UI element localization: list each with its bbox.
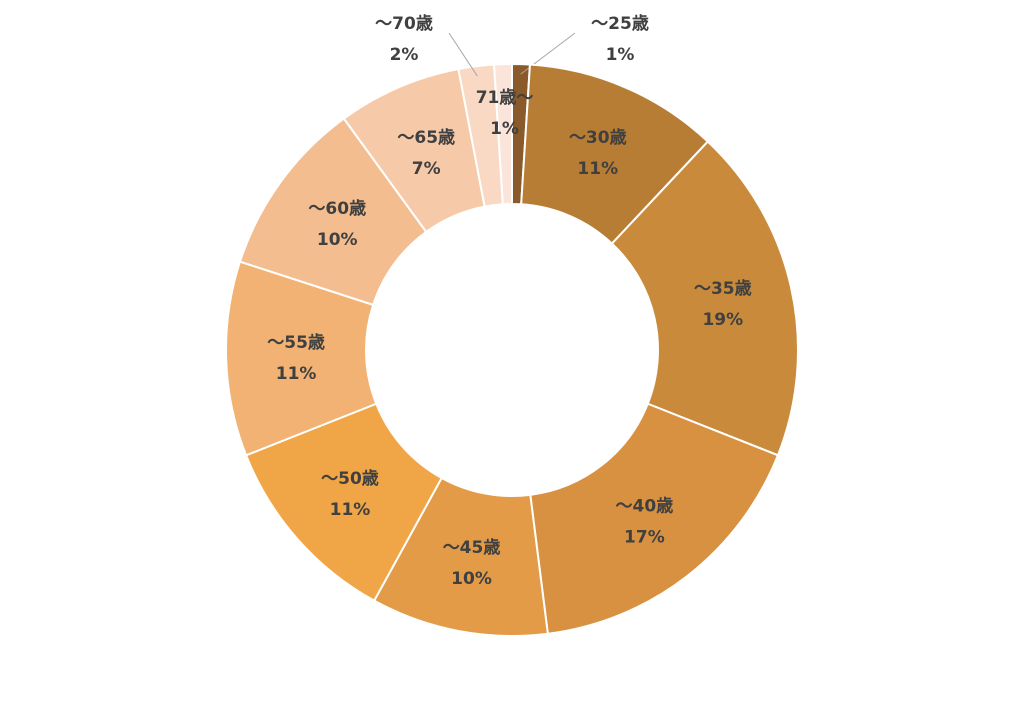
value-label: 10% bbox=[451, 569, 492, 589]
slice-label: ～35歳 bbox=[694, 278, 752, 299]
slice-label: ～70歳 bbox=[375, 13, 433, 34]
value-label: 11% bbox=[577, 159, 618, 179]
value-label: 11% bbox=[330, 500, 371, 520]
slice-label: ～45歳 bbox=[443, 537, 501, 558]
value-label: 17% bbox=[624, 528, 665, 548]
leader-line bbox=[448, 32, 478, 77]
slice-label: ～40歳 bbox=[616, 496, 674, 517]
value-label: 10% bbox=[317, 230, 358, 250]
value-label: 2% bbox=[390, 45, 419, 65]
slice-label: ～30歳 bbox=[569, 127, 627, 148]
slice-label: 71歳～ bbox=[476, 87, 534, 108]
slice bbox=[492, 62, 513, 206]
value-label: 19% bbox=[702, 310, 743, 330]
value-label: 1% bbox=[606, 45, 635, 65]
slice-label: ～55歳 bbox=[267, 332, 325, 353]
value-label: 7% bbox=[412, 159, 441, 179]
slice bbox=[610, 140, 799, 457]
value-label: 1% bbox=[490, 119, 519, 139]
slice-label: ～50歳 bbox=[321, 468, 379, 489]
slice-label: ～65歳 bbox=[397, 127, 455, 148]
slice-label: ～60歳 bbox=[308, 198, 366, 219]
value-label: 11% bbox=[276, 364, 317, 384]
slice bbox=[529, 402, 780, 635]
slice-label: ～25歳 bbox=[591, 13, 649, 34]
